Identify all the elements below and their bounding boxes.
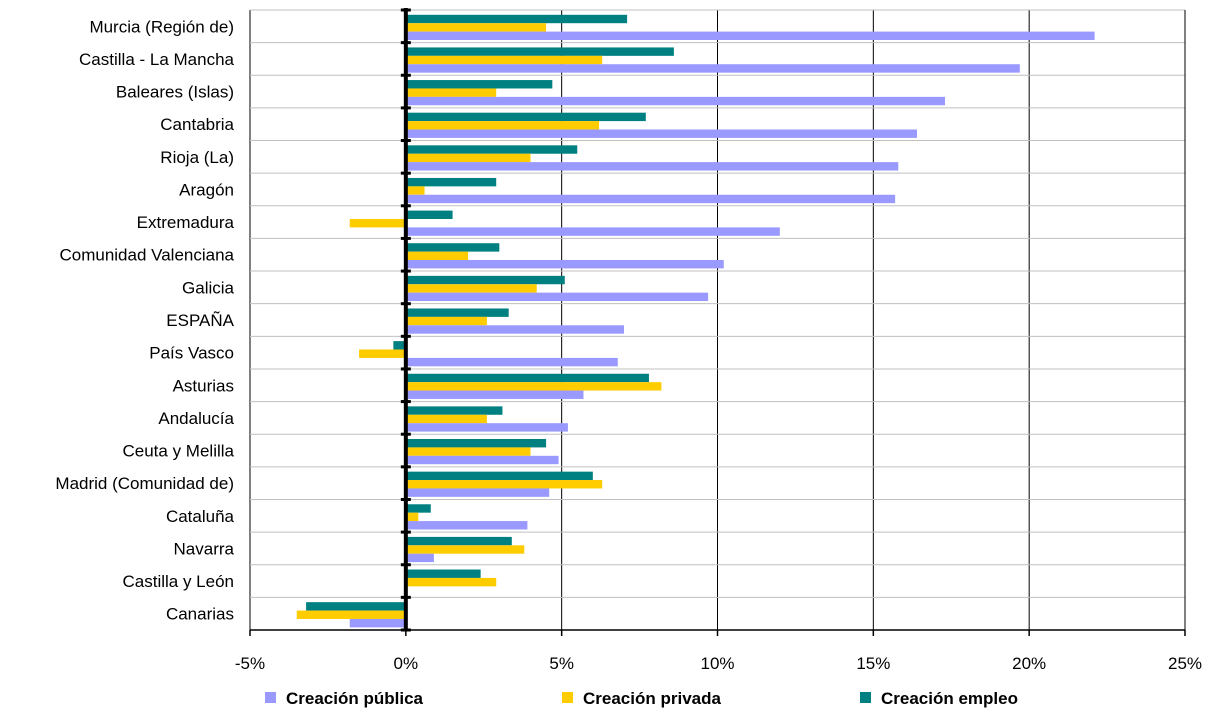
bar-creación-pública [405, 553, 434, 563]
legend-label: Creación empleo [881, 689, 1018, 708]
bar-creación-privada [405, 251, 469, 261]
category-label: Asturias [173, 376, 234, 395]
bar-creación-privada [405, 186, 425, 195]
legend-swatch [562, 692, 573, 703]
bar-creación-empleo [405, 504, 431, 513]
category-label: Castilla y León [122, 572, 234, 591]
bar-creación-privada [405, 23, 547, 32]
category-label: Extremadura [137, 213, 235, 232]
bar-creación-privada [405, 577, 497, 587]
bar-creación-privada [405, 88, 497, 97]
category-label: Aragón [179, 180, 234, 199]
bar-creación-empleo [405, 80, 553, 89]
bar-creación-empleo [393, 341, 406, 350]
x-tick-label: 20% [1012, 654, 1046, 673]
axes [249, 8, 1186, 636]
category-label: Galicia [182, 278, 235, 297]
bar-creación-privada [405, 545, 525, 554]
category-label: Baleares (Islas) [116, 83, 234, 102]
bar-creación-empleo [405, 14, 628, 24]
x-tick-label: 15% [856, 654, 890, 673]
x-tick-label: 10% [700, 654, 734, 673]
bar-creación-empleo [306, 602, 406, 611]
bar-creación-pública [405, 423, 568, 432]
bar-creación-pública [405, 292, 709, 302]
bar-creación-pública [405, 194, 896, 204]
legend: Creación pública Creación privada Creación… [265, 689, 1018, 708]
bar-creación-privada [405, 447, 531, 456]
bar-creación-privada [405, 512, 419, 522]
bar-creación-empleo [405, 406, 503, 415]
bar-creación-pública [405, 64, 1020, 73]
bar-creación-empleo [405, 177, 497, 187]
category-label: Madrid (Comunidad de) [55, 474, 234, 493]
bar-creación-empleo [405, 112, 646, 122]
bar-creación-empleo [405, 47, 674, 56]
bar-creación-empleo [405, 243, 500, 252]
bar-creación-privada [349, 218, 406, 228]
legend-label: Creación pública [286, 689, 424, 708]
category-label: ESPAÑA [166, 311, 234, 330]
category-labels: Murcia (Región de) Castilla - La Mancha Ba… [55, 17, 234, 623]
bar-creación-empleo [405, 145, 578, 154]
bar-creación-privada [405, 55, 603, 65]
category-label: Rioja (La) [160, 148, 234, 167]
bar-creación-pública [405, 455, 559, 465]
category-label: País Vasco [149, 344, 234, 363]
legend-swatch [265, 692, 276, 703]
bar-creación-pública [405, 96, 946, 106]
x-tick-label: 0% [394, 654, 419, 673]
category-label: Andalucía [158, 409, 234, 428]
bar-creación-pública [405, 325, 624, 334]
bar-creación-empleo [405, 275, 565, 285]
bar-creación-privada [405, 316, 487, 326]
bar-creación-privada [405, 121, 600, 130]
category-label: Murcia (Región de) [89, 17, 234, 36]
category-label: Navarra [174, 539, 235, 558]
bar-creación-pública [405, 488, 550, 497]
bar-creación-empleo [405, 210, 453, 219]
bar-creación-pública [405, 357, 618, 367]
category-label: Cantabria [160, 115, 234, 134]
bar-creación-empleo [405, 308, 509, 317]
category-label: Comunidad Valenciana [59, 246, 234, 265]
bar-creación-empleo [405, 439, 547, 448]
x-tick-label: -5% [235, 654, 265, 673]
category-label: Castilla - La Mancha [79, 50, 235, 69]
bar-creación-privada [359, 349, 406, 358]
bar-creación-empleo [405, 373, 649, 383]
bar-creación-pública [405, 129, 917, 138]
bar-creación-pública [349, 618, 406, 628]
bar-creación-privada [405, 480, 603, 489]
bar-creación-privada [405, 284, 537, 293]
legend-swatch [860, 692, 871, 703]
bar-creación-empleo [405, 569, 481, 578]
bars [296, 14, 1095, 628]
bar-creación-privada [405, 153, 531, 163]
legend-label: Creación privada [583, 689, 721, 708]
x-tick-label: 25% [1168, 654, 1202, 673]
bar-creación-pública [405, 260, 724, 269]
bar-creación-pública [405, 521, 528, 530]
x-tick-labels: -5% 0% 5% 10% 15% 20% 25% [235, 654, 1202, 673]
category-label: Canarias [166, 605, 234, 624]
category-label: Cataluña [166, 507, 235, 526]
bar-creación-privada [405, 414, 487, 424]
x-tick-label: 5% [549, 654, 574, 673]
bar-creación-pública [405, 227, 780, 236]
bar-creación-empleo [405, 471, 593, 481]
bar-creación-pública [405, 390, 584, 399]
category-label: Ceuta y Melilla [123, 442, 235, 461]
bar-creación-pública [405, 162, 899, 171]
bar-creación-privada [405, 382, 662, 391]
bar-creación-privada [296, 610, 406, 619]
bar-creación-pública [405, 31, 1095, 40]
bar-creación-empleo [405, 536, 512, 546]
